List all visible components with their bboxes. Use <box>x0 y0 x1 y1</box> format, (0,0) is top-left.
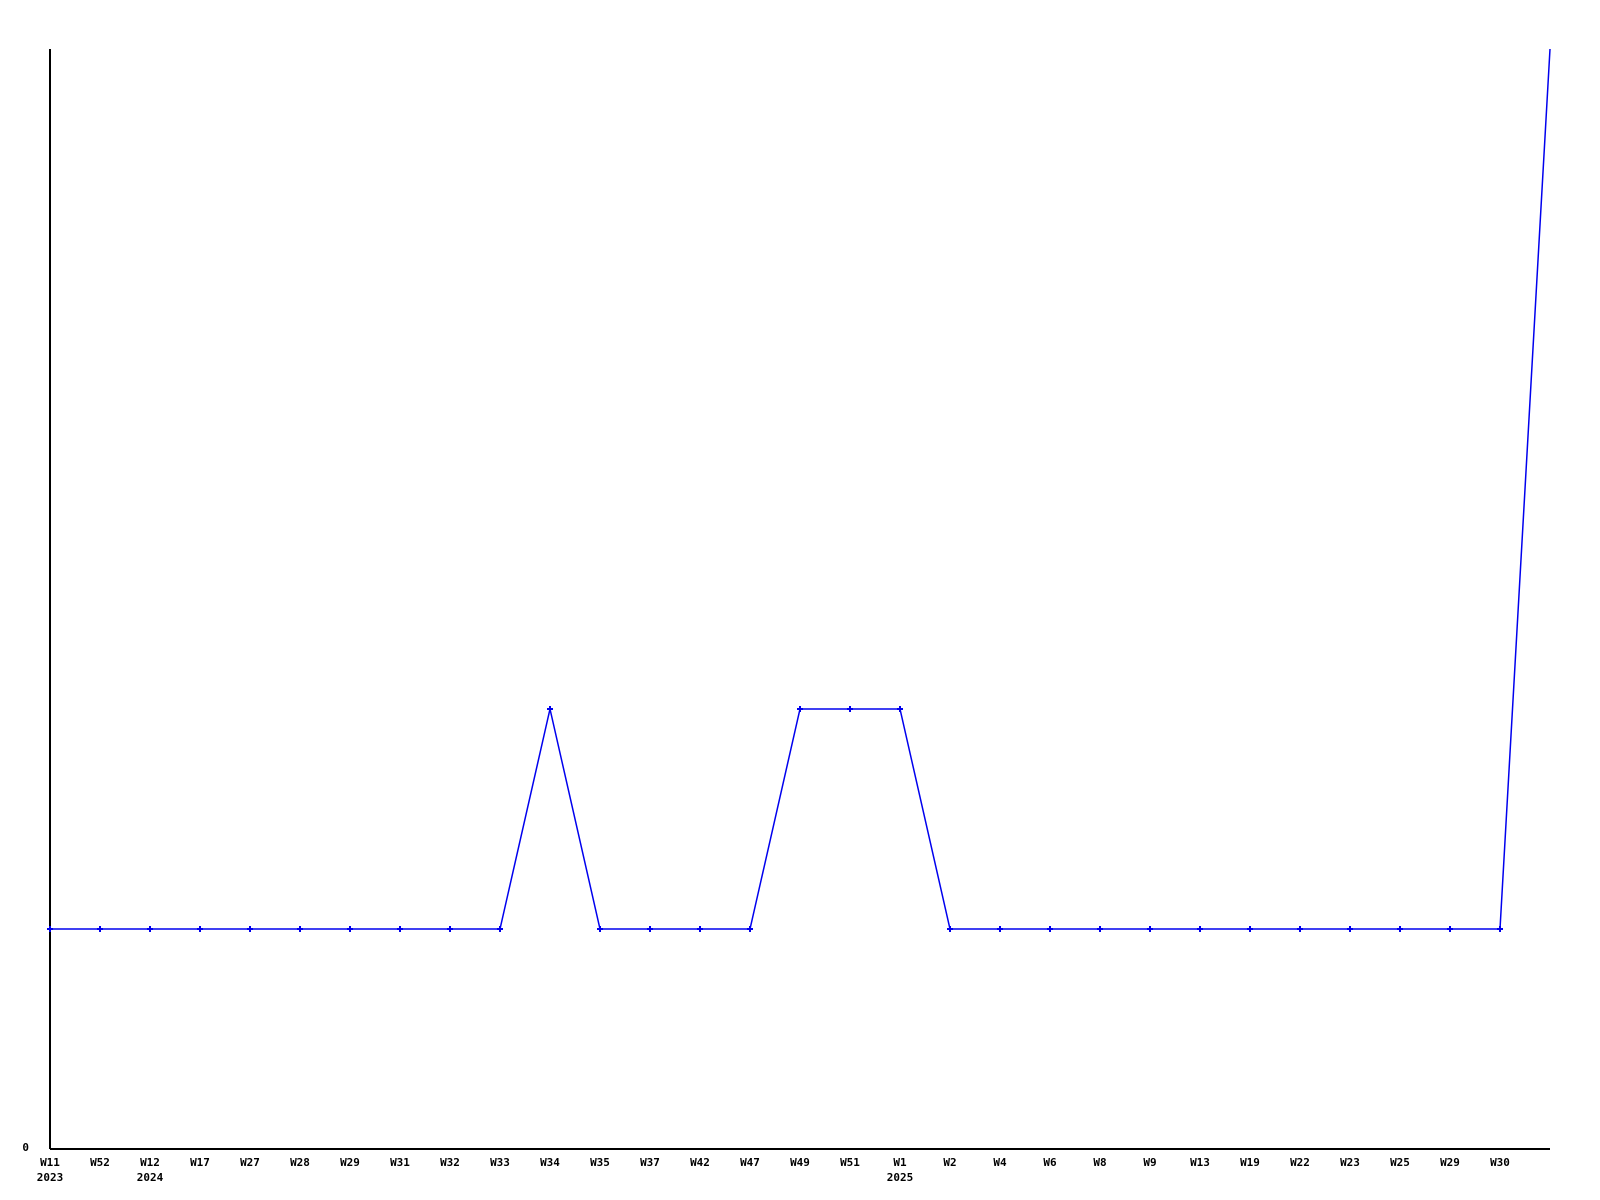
x-tick-label: W28 <box>290 1156 310 1169</box>
data-point-marker <box>1297 926 1303 932</box>
data-point-marker <box>897 706 903 712</box>
data-point-marker <box>1097 926 1103 932</box>
x-tick-label: W9 <box>1143 1156 1156 1169</box>
y-axis-tick-label: 0 <box>22 1141 29 1154</box>
x-tick-label: W42 <box>690 1156 710 1169</box>
data-point-marker <box>497 926 503 932</box>
x-tick-label: W51 <box>840 1156 860 1169</box>
data-point-marker <box>747 926 753 932</box>
x-tick-label: W2 <box>943 1156 956 1169</box>
data-point-marker <box>397 926 403 932</box>
x-tick-label: W4 <box>993 1156 1007 1169</box>
data-point-marker <box>197 926 203 932</box>
data-point-marker <box>947 926 953 932</box>
data-point-marker <box>547 706 553 712</box>
data-point-marker <box>1197 926 1203 932</box>
x-tick-label: W31 <box>390 1156 410 1169</box>
data-point-marker <box>1047 926 1053 932</box>
x-tick-label: W19 <box>1240 1156 1260 1169</box>
x-tick-label: W33 <box>490 1156 510 1169</box>
x-tick-label: W22 <box>1290 1156 1310 1169</box>
data-point-marker <box>347 926 353 932</box>
year-label: 2024 <box>137 1171 164 1184</box>
x-tick-label: W49 <box>790 1156 810 1169</box>
year-label: 2025 <box>887 1171 914 1184</box>
x-tick-label: W17 <box>190 1156 210 1169</box>
data-point-marker <box>1147 926 1153 932</box>
x-tick-label: W27 <box>240 1156 260 1169</box>
data-point-marker <box>647 926 653 932</box>
x-tick-label: W8 <box>1093 1156 1106 1169</box>
data-point-marker <box>1247 926 1253 932</box>
x-tick-label: W23 <box>1340 1156 1360 1169</box>
x-tick-label: W37 <box>640 1156 660 1169</box>
x-tick-label: W30 <box>1490 1156 1510 1169</box>
data-point-marker <box>797 706 803 712</box>
x-tick-label: W6 <box>1043 1156 1057 1169</box>
data-point-marker <box>147 926 153 932</box>
x-tick-label: W34 <box>540 1156 560 1169</box>
data-point-marker <box>697 926 703 932</box>
data-point-marker <box>847 706 853 712</box>
data-point-marker <box>297 926 303 932</box>
x-tick-label: W29 <box>1440 1156 1460 1169</box>
x-tick-label: W11 <box>40 1156 60 1169</box>
x-tick-label: W35 <box>590 1156 610 1169</box>
data-point-marker <box>447 926 453 932</box>
x-tick-label: W12 <box>140 1156 160 1169</box>
x-tick-label: W52 <box>90 1156 110 1169</box>
data-point-marker <box>247 926 253 932</box>
x-tick-label: W32 <box>440 1156 460 1169</box>
data-point-marker <box>97 926 103 932</box>
data-point-marker <box>1397 926 1403 932</box>
x-tick-label: W25 <box>1390 1156 1410 1169</box>
x-tick-label: W47 <box>740 1156 760 1169</box>
data-point-marker <box>1447 926 1453 932</box>
data-point-marker <box>1347 926 1353 932</box>
data-point-marker <box>47 926 53 932</box>
x-tick-label: W29 <box>340 1156 360 1169</box>
data-line <box>50 48 1551 930</box>
data-point-marker <box>1497 926 1503 932</box>
x-tick-label: W13 <box>1190 1156 1210 1169</box>
data-point-marker <box>597 926 603 932</box>
x-tick-label: W1 <box>893 1156 907 1169</box>
year-label: 2023 <box>37 1171 64 1184</box>
data-point-marker <box>997 926 1003 932</box>
